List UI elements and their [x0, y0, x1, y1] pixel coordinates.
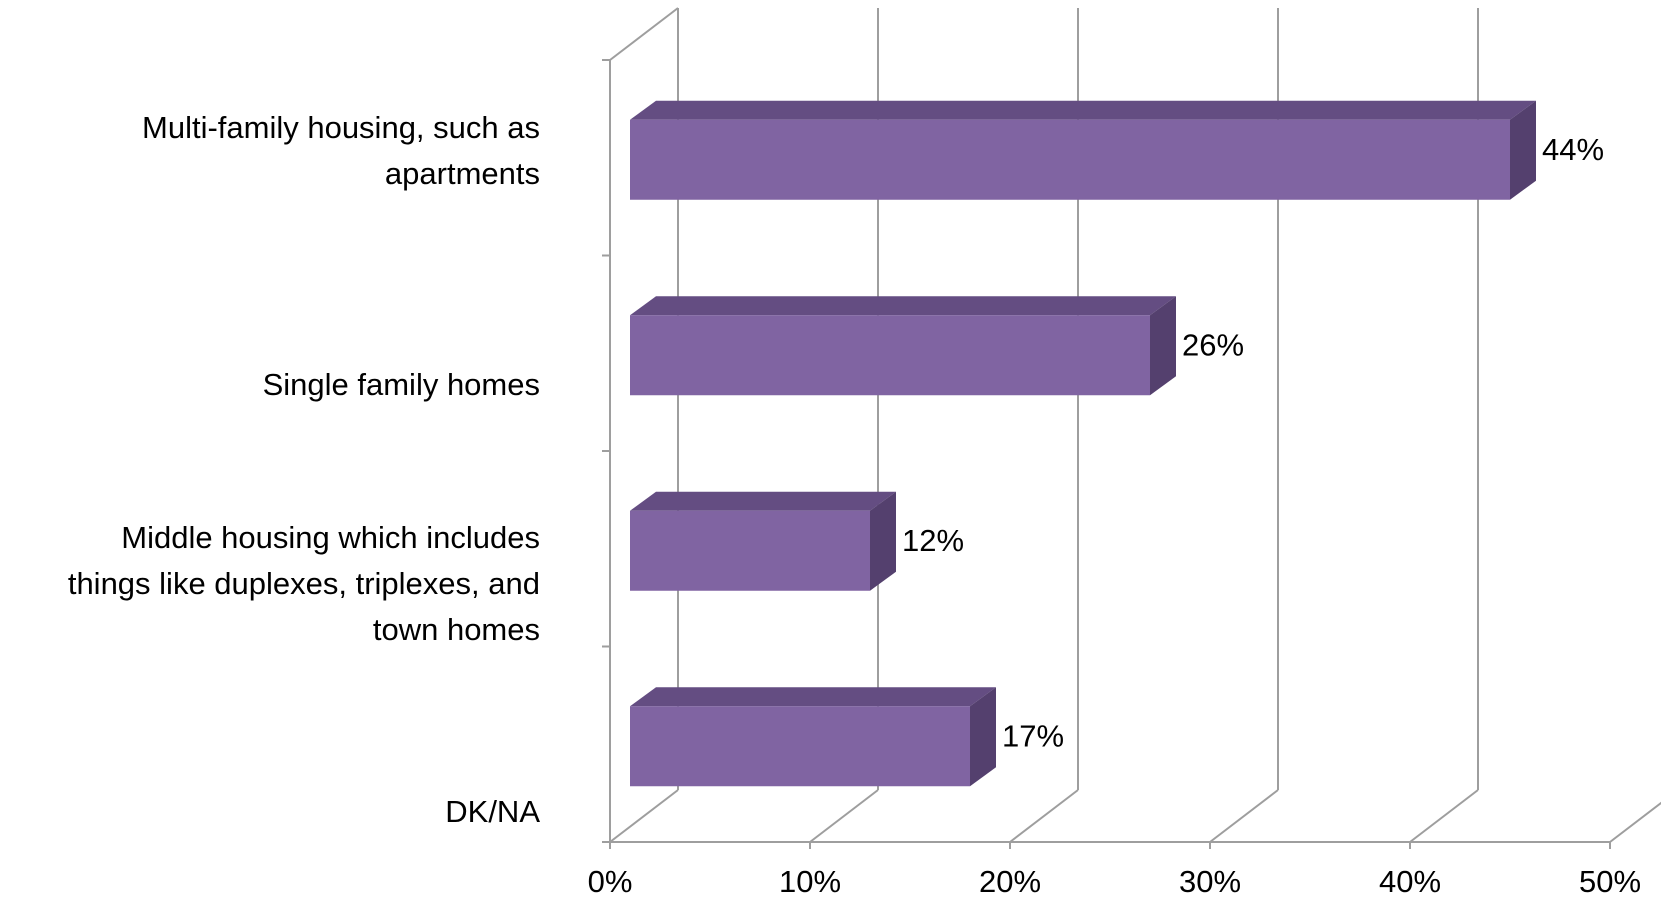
category-label: Middle housing which includes things like…: [68, 515, 540, 653]
bars: [630, 100, 1536, 787]
bar-side-face: [1510, 100, 1536, 200]
category-label-line: apartments: [384, 155, 540, 191]
data-label: 17%: [1002, 718, 1064, 753]
category-label-line: Middle housing which includes: [121, 519, 540, 555]
floor-gridline: [609, 789, 679, 843]
x-tick-label: 50%: [1579, 864, 1641, 899]
category-label: DK/NA: [445, 789, 540, 835]
category-label-line: Single family homes: [262, 367, 540, 403]
floor-gridline: [1009, 789, 1079, 843]
floor-gridline: [1209, 789, 1279, 843]
bar-front-face: [630, 119, 1510, 200]
floor-gridline: [1609, 801, 1661, 843]
bar-front-face: [630, 315, 1150, 396]
category-label-line: things like duplexes, triplexes, and: [67, 565, 540, 601]
bar-side-face: [870, 491, 896, 591]
bar: [630, 100, 1536, 200]
x-tick-label: 20%: [979, 864, 1041, 899]
bar-top-face: [630, 296, 1176, 316]
x-tick-label: 30%: [1179, 864, 1241, 899]
bar: [630, 491, 896, 591]
bar-front-face: [630, 706, 970, 787]
bar-top-face: [630, 100, 1536, 120]
category-label: Single family homes: [263, 362, 540, 408]
bar-side-face: [970, 687, 996, 787]
data-label: 44%: [1542, 132, 1604, 167]
category-label-line: Multi-family housing, such as: [142, 109, 540, 145]
bar-side-face: [1150, 296, 1176, 396]
category-label-line: town homes: [372, 611, 540, 647]
data-label: 26%: [1182, 327, 1244, 362]
bar: [630, 296, 1176, 396]
category-label-line: DK/NA: [445, 794, 540, 830]
bar-top-face: [630, 491, 896, 511]
side-wall-top-edge: [609, 7, 679, 61]
x-tick-label: 10%: [779, 864, 841, 899]
bar-top-face: [630, 687, 996, 707]
category-label: Multi-family housing, such as apartments: [142, 105, 540, 197]
x-tick-label: 0%: [588, 864, 633, 899]
bar: [630, 687, 996, 787]
data-label: 12%: [902, 523, 964, 558]
floor-gridline: [1409, 789, 1479, 843]
x-tick-label: 40%: [1379, 864, 1441, 899]
axes: [602, 59, 1611, 849]
bar-front-face: [630, 510, 870, 591]
x-tick-labels: 0% 10% 20% 30% 40% 50%: [588, 864, 1641, 899]
data-labels: 44% 26% 12% 17%: [902, 132, 1604, 754]
floor-gridline: [809, 789, 879, 843]
